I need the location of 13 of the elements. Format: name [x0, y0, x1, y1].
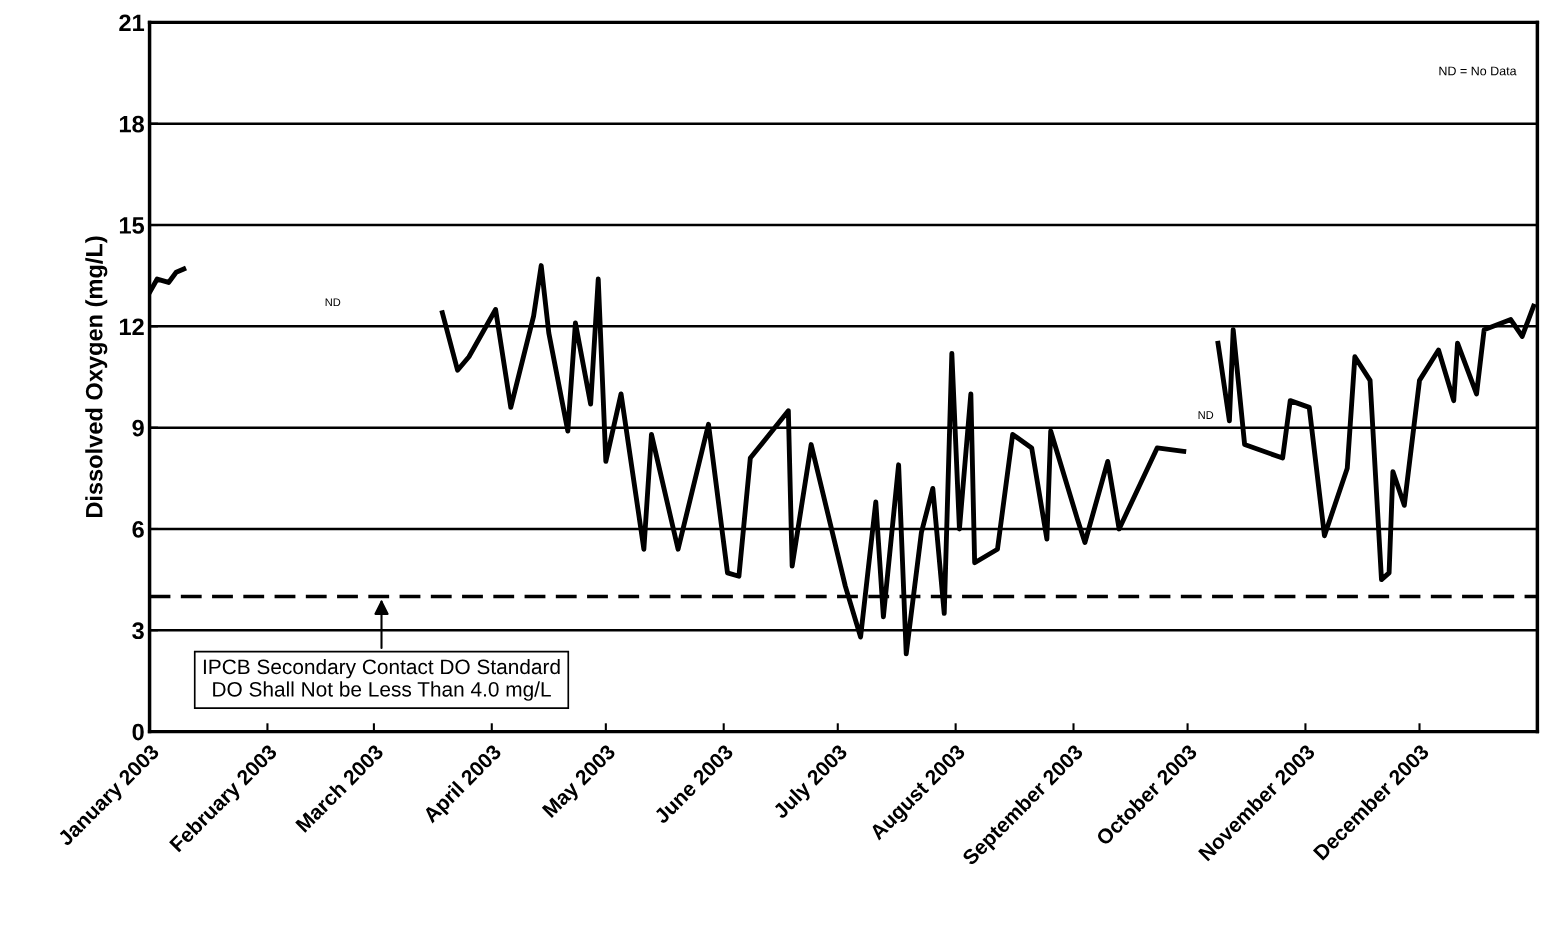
y-axis-title: Dissolved Oxygen (mg/L): [85, 236, 108, 518]
y-tick-label: 12: [119, 318, 144, 335]
y-tick-label: 9: [132, 419, 144, 437]
y-tick-label: 0: [132, 723, 144, 741]
y-tick-label: 15: [119, 217, 145, 234]
y-tick-label: 6: [132, 521, 144, 538]
annotation: ND: [325, 298, 341, 307]
y-tick-label: 21: [119, 14, 145, 31]
annotation: ND: [1198, 411, 1214, 419]
y-tick-label: 3: [132, 622, 144, 640]
annotation: IPCB Secondary Contact DO Standard DO Shall Not be Less Than 4.0 mg/L: [203, 658, 560, 701]
annotation: ND = No Data: [1439, 66, 1517, 76]
y-tick-label: 18: [119, 115, 144, 133]
